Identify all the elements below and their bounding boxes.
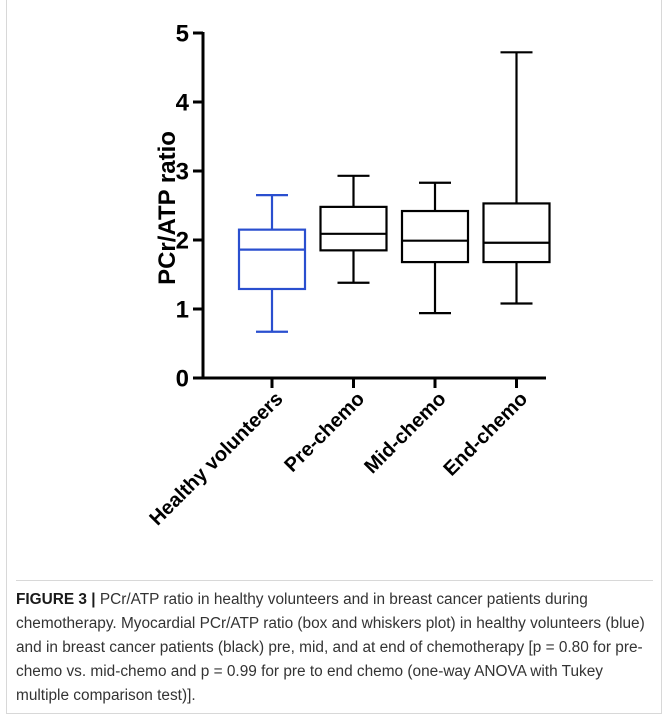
- y-axis-label: PCr/ATP ratio: [154, 131, 181, 285]
- box-mid-chemo: [400, 181, 470, 315]
- figure-frame: [6, 0, 662, 714]
- y-tick-label: 0: [176, 366, 189, 393]
- y-tick-label: 1: [176, 297, 189, 324]
- iqr-box: [319, 205, 388, 252]
- iqr-box: [237, 228, 307, 291]
- iqr-box: [400, 209, 470, 264]
- figure-label: FIGURE 3 |: [16, 591, 96, 608]
- figure-caption: FIGURE 3 | PCr/ATP ratio in healthy volu…: [16, 588, 654, 708]
- box-end-chemo: [482, 51, 551, 305]
- x-category-label: End-chemo: [439, 388, 532, 481]
- caption-text: PCr/ATP ratio in healthy volunteers and …: [16, 591, 645, 704]
- box-healthy-volunteers: [237, 194, 307, 333]
- x-category-label: Healthy volunteers: [145, 388, 287, 530]
- y-tick-label: 2: [176, 228, 189, 255]
- boxes: [237, 51, 551, 333]
- x-category-label: Mid-chemo: [360, 388, 450, 478]
- box-plot-chart: 0 1 2 3 4 5 Healthy volunteersPre-chemoMid-che…: [145, 21, 551, 530]
- chart-area: 0 1 2 3 4 5 Healthy volunteers Pre-chemo Mid-che…: [6, 0, 662, 580]
- axes: 0 1 2 3 4 5 Healthy volunteersPre-chemoMid-che…: [145, 21, 546, 530]
- box-pre-chemo: [319, 174, 388, 284]
- y-tick-label: 5: [176, 21, 189, 48]
- y-tick-label: 3: [176, 159, 189, 186]
- y-tick-label: 4: [176, 90, 190, 117]
- x-category-label: Pre-chemo: [280, 388, 369, 477]
- iqr-box: [482, 202, 551, 264]
- caption-divider: [16, 580, 653, 581]
